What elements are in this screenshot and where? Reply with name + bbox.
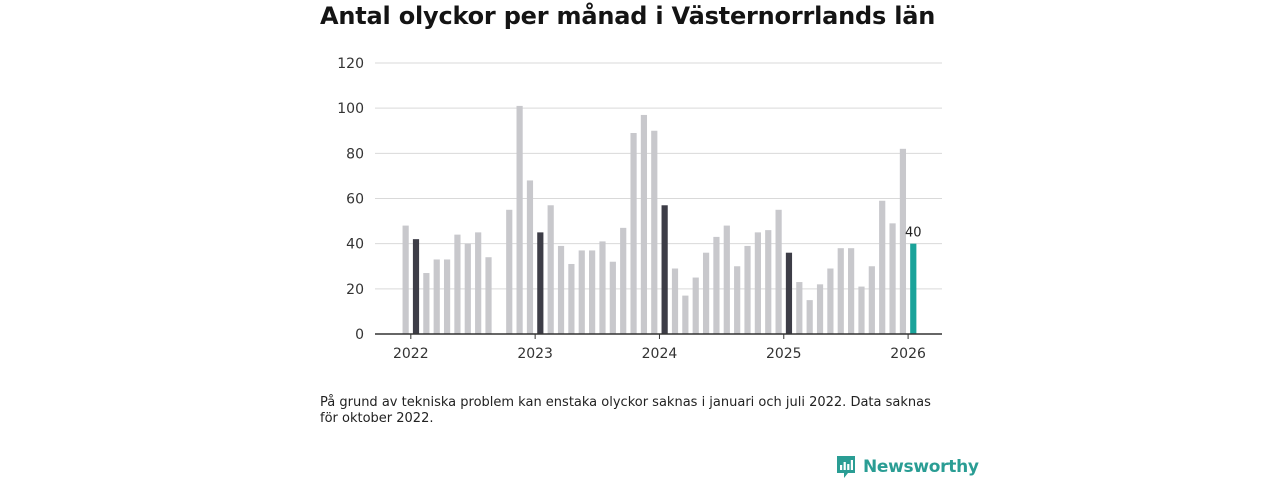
bar [620,227,627,334]
bar [547,205,554,334]
latest-value-label: 40 [905,226,922,241]
newsworthy-logo-icon [837,456,855,478]
bar [475,232,482,334]
x-axis-ticks: 2022 2023 2024 2025 2026 [393,334,926,362]
x-tick-label: 2022 [393,346,429,362]
bar [723,225,730,334]
bar [661,205,668,334]
bar [423,273,430,334]
bar [651,130,658,334]
bar [879,200,886,334]
bar [816,284,824,334]
bar [526,180,534,334]
bar [443,259,451,334]
bar [765,230,772,334]
bar [702,252,710,334]
bar [609,261,616,334]
y-tick-label: 40 [346,237,364,253]
bar [412,239,420,334]
y-tick-label: 100 [337,101,364,117]
bar [485,257,492,334]
y-tick-label: 120 [337,56,364,72]
bar-previous [402,225,409,334]
y-tick-label: 80 [346,146,364,162]
bar [506,209,513,334]
chart-title: Antal olyckor per månad i Västernorrland… [320,2,936,30]
footnote: På grund av tekniska problem kan enstaka… [320,395,931,426]
x-tick-label: 2025 [766,346,802,362]
bar [454,234,461,334]
bar [557,245,565,334]
bar [899,148,907,334]
bar [868,266,875,334]
bar [537,232,544,334]
bar [692,277,699,334]
bar [630,133,637,334]
bar [806,300,813,334]
bar [589,250,596,334]
bar [433,259,440,334]
bar [568,263,575,334]
bar [858,286,865,334]
bar [744,245,751,334]
bar [640,114,648,334]
brand-name: Newsworthy [863,457,979,477]
bar [734,266,741,334]
bar [775,209,782,334]
bars [402,105,917,335]
x-tick-label: 2023 [517,346,553,362]
x-tick-label: 2024 [642,346,678,362]
bar [796,282,803,334]
bar [671,268,679,334]
bar [785,252,793,334]
bar-chart: 0 20 40 60 80 100 120 40 2022 2023 2024 2025 2026 [337,56,942,362]
bar [713,236,720,334]
bar [889,223,896,334]
bar [578,250,585,334]
bar-latest [910,243,917,334]
bar [599,241,606,334]
data-labels: 40 [905,226,922,241]
bar [827,268,834,334]
y-tick-label: 20 [346,282,364,298]
y-tick-label: 0 [355,327,364,343]
y-axis-ticks: 0 20 40 60 80 100 120 [337,56,364,343]
bar [754,232,761,334]
bar [837,248,844,334]
bar [464,243,471,334]
brand-logo[interactable]: Newsworthy [835,454,979,480]
x-tick-label: 2026 [890,346,926,362]
bar [516,105,523,335]
bar [682,295,689,334]
y-tick-label: 60 [346,192,364,208]
bar [848,248,855,334]
